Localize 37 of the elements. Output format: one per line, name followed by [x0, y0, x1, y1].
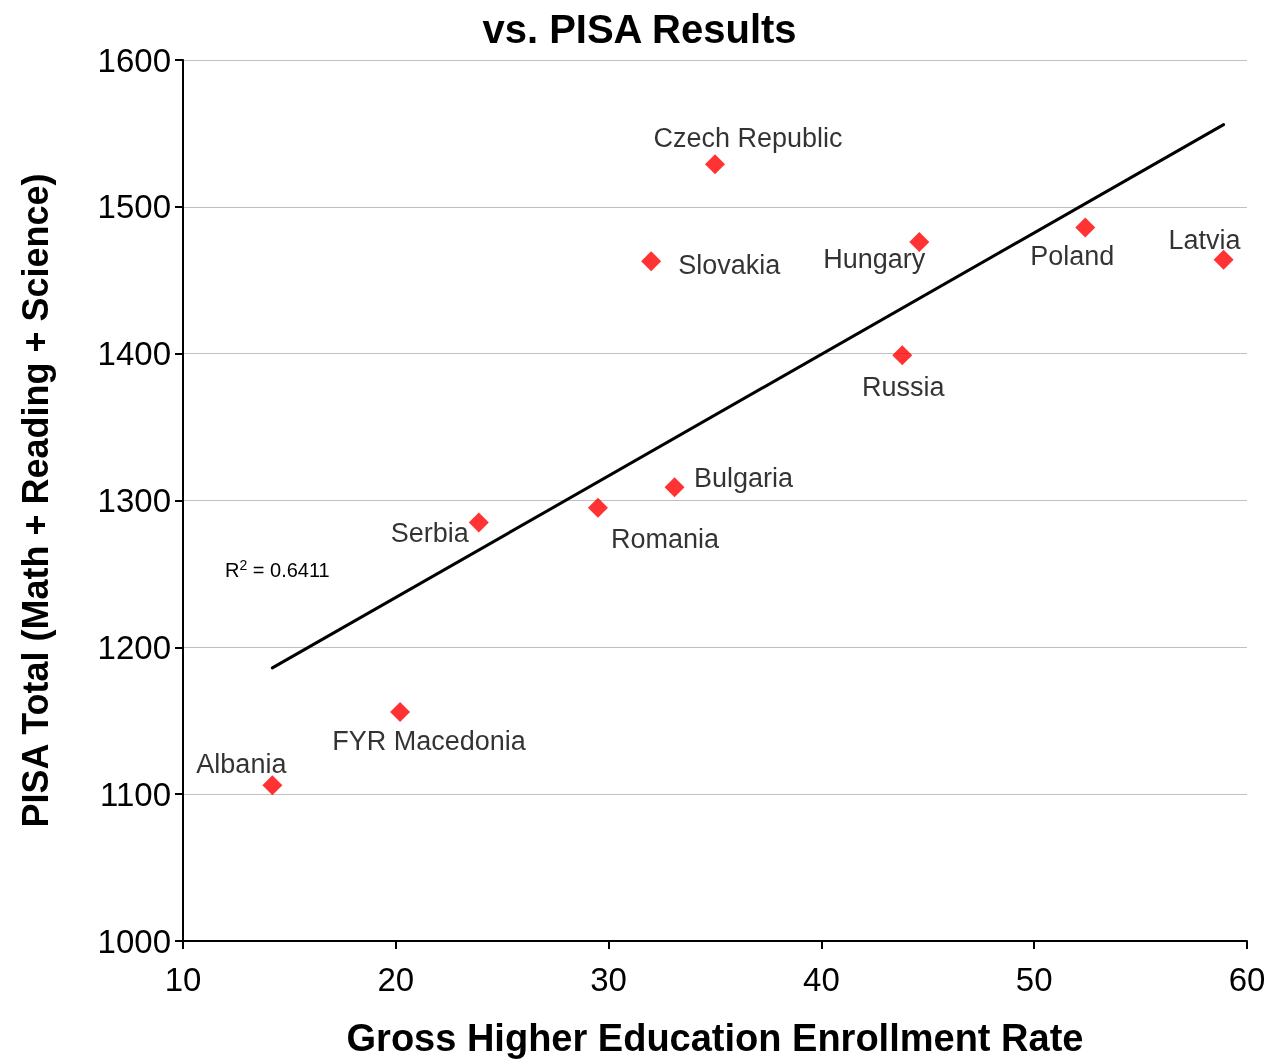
annotation: Serbia: [390, 517, 470, 548]
y-axis-title: PISA Total (Math + Reading + Science): [14, 173, 56, 828]
y-tick-label: 1600: [97, 41, 171, 79]
y-tick-label: 1400: [97, 335, 171, 373]
x-axis-title: Gross Higher Education Enrollment Rate: [346, 1017, 1084, 1059]
y-tick-label: 1000: [97, 922, 171, 960]
point: [892, 345, 913, 366]
point: [1075, 217, 1096, 238]
annotation: Poland: [1030, 241, 1115, 272]
annotation: Albania: [196, 749, 288, 780]
annotation: Czech Republic: [653, 123, 843, 154]
point: [587, 497, 608, 518]
x-tick-label: 20: [377, 961, 415, 998]
y-tick-label: 1100: [100, 775, 171, 813]
point: [664, 477, 685, 498]
x-tick-label: 10: [164, 961, 202, 998]
y-tick-label: 1300: [97, 482, 171, 519]
annotation: Slovakia: [678, 250, 782, 281]
x-tick-label: 50: [1015, 961, 1053, 998]
annotation: Latvia: [1168, 224, 1242, 255]
point: [468, 512, 489, 533]
annotation: Romania: [610, 523, 720, 554]
x-tick-label: 60: [1228, 961, 1266, 998]
y-tick-label: 1200: [97, 628, 171, 666]
point: [1213, 249, 1234, 270]
x-tick-label: 40: [803, 961, 840, 998]
annotation: Russia: [862, 372, 946, 403]
annotation: FYR Macedonia: [332, 725, 527, 756]
point: [641, 251, 662, 272]
point: [705, 154, 725, 175]
point: [390, 701, 411, 722]
point: [262, 775, 283, 796]
annotation: Bulgaria: [694, 463, 795, 494]
y-tick-label: 1500: [97, 188, 171, 226]
annotation: Hungary: [823, 244, 926, 275]
x-tick-label: 30: [590, 961, 627, 998]
chart-title: vs. PISA Results: [482, 7, 797, 51]
